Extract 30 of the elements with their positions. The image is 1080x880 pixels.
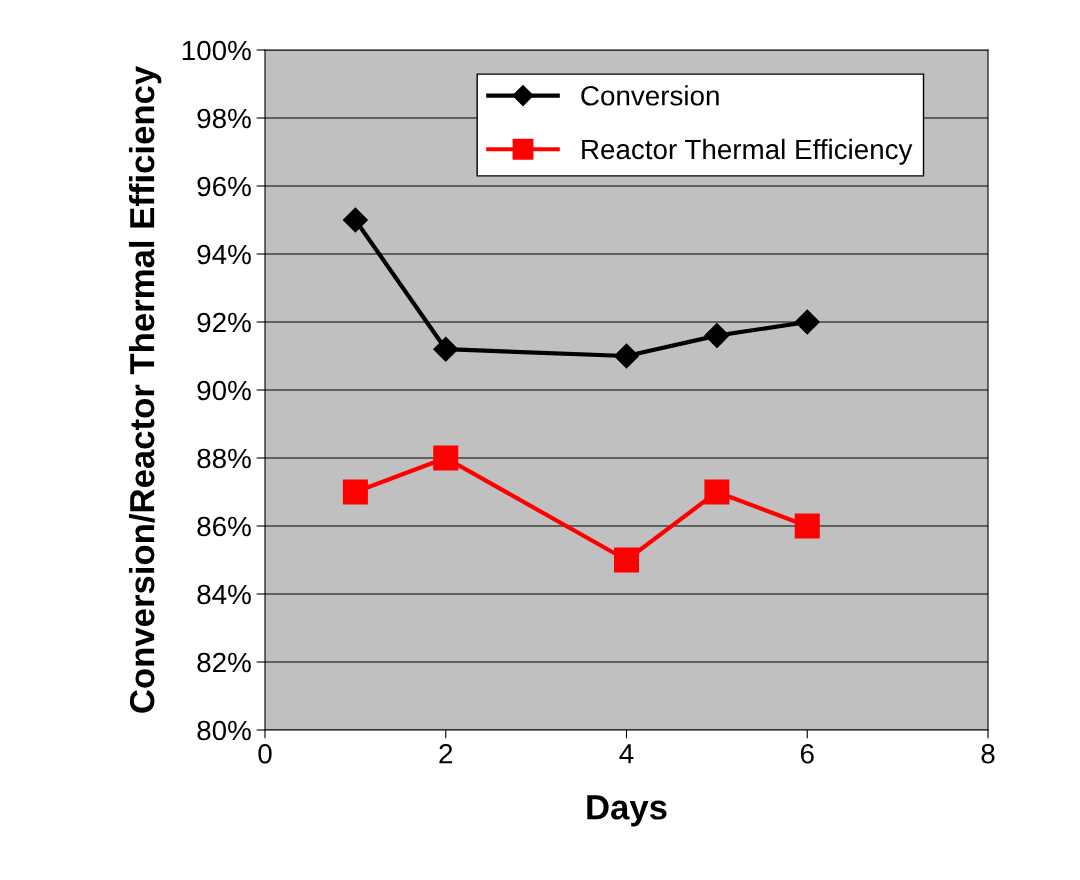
- y-tick-label: 84%: [197, 584, 251, 605]
- point: [433, 336, 459, 362]
- point: [794, 513, 820, 539]
- y-tick-label: 88%: [197, 448, 251, 469]
- point: [433, 445, 459, 471]
- point: [704, 323, 730, 349]
- point: [614, 343, 639, 369]
- y-tick-label: 94%: [197, 244, 251, 265]
- y-tick-label: 90%: [197, 380, 251, 401]
- legend-label: Conversion: [581, 85, 719, 106]
- y-tick-label: 86%: [197, 516, 251, 537]
- y-tick-label: 80%: [197, 720, 251, 741]
- y-tick-label: 92%: [197, 312, 251, 333]
- x-tick-label: 4: [619, 744, 634, 764]
- y-tick-label: 96%: [197, 176, 251, 197]
- y-axis-title: Conversion/Reactor Thermal Efficiency: [128, 65, 162, 713]
- legend-label: Reactor Thermal Efficiency: [582, 138, 913, 165]
- x-tick-label: 0: [258, 743, 272, 764]
- x-tick-label: 2: [439, 743, 453, 764]
- x-tick-label: 6: [800, 743, 814, 764]
- point: [794, 309, 820, 335]
- point: [342, 207, 368, 233]
- point: [613, 547, 640, 573]
- point: [342, 479, 368, 505]
- x-tick-label: 8: [981, 743, 995, 764]
- y-tick-label: 82%: [197, 652, 251, 673]
- y-tick-label: 98%: [197, 108, 251, 129]
- x-axis-title: Days: [587, 795, 667, 827]
- y-tick-label: 100%: [182, 40, 251, 61]
- point: [704, 479, 730, 505]
